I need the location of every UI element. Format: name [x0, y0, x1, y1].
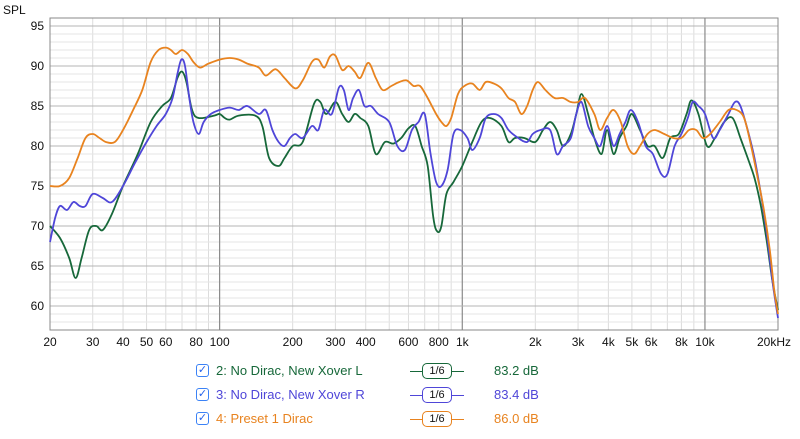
x-tick-label: 20: [43, 335, 57, 349]
legend-row-3: ✓ 3: No Dirac, New Xover R 1/6 83.4 dB: [196, 386, 616, 410]
x-tick-label: 6k: [645, 335, 659, 349]
x-tick-label: 50: [140, 335, 154, 349]
y-tick-label: 70: [31, 219, 45, 233]
legend: ✓ 2: No Dirac, New Xover L 1/6 83.2 dB ✓…: [196, 362, 616, 434]
series-2-level: 83.2 dB: [494, 363, 539, 378]
series-4-smoothing-label: 1/6: [422, 411, 452, 427]
x-tick-label: 40: [116, 335, 130, 349]
x-tick-label: 200: [283, 335, 303, 349]
x-tick-label: 5k: [626, 335, 640, 349]
x-tick-label: 100: [210, 335, 230, 349]
legend-row-2: ✓ 2: No Dirac, New Xover L 1/6 83.2 dB: [196, 362, 616, 386]
plot-area: [49, 17, 779, 331]
x-tick-label: 10k: [695, 335, 715, 349]
x-tick-label: 8k: [675, 335, 689, 349]
y-tick-label: 90: [31, 59, 45, 73]
series-line-3: [49, 58, 779, 319]
y-tick-label: 80: [31, 139, 45, 153]
x-tick-label: 80: [189, 335, 203, 349]
y-tick-label: 95: [31, 19, 45, 33]
series-2-checkbox[interactable]: ✓: [196, 364, 209, 377]
y-tick-label: 65: [31, 259, 45, 273]
x-tick-label: 2k: [529, 335, 543, 349]
x-tick-label: 800: [429, 335, 449, 349]
series-3-checkbox[interactable]: ✓: [196, 388, 209, 401]
series-2-smoothing-label: 1/6: [422, 363, 452, 379]
x-tick-label: 1k: [456, 335, 470, 349]
x-tick-label: 400: [356, 335, 376, 349]
x-tick-label: 4k: [602, 335, 616, 349]
series-line-4: [49, 46, 779, 315]
x-tick-label: 600: [398, 335, 418, 349]
x-tick-label: 300: [325, 335, 345, 349]
x-tick-label: 3k: [572, 335, 586, 349]
series-3-smoothing-control[interactable]: 1/6: [410, 386, 464, 406]
series-4-name: 4: Preset 1 Dirac: [216, 411, 313, 426]
series-3-level: 83.4 dB: [494, 387, 539, 402]
spl-chart: SPL 60 65 70 75 80 85 90 95 20 30 40 50 60 80 100 200 3…: [3, 3, 791, 349]
series-4-checkbox[interactable]: ✓: [196, 412, 209, 425]
series-2-name: 2: No Dirac, New Xover L: [216, 363, 363, 378]
series-3-name: 3: No Dirac, New Xover R: [216, 387, 365, 402]
series-2-smoothing-control[interactable]: 1/6: [410, 362, 464, 382]
y-tick-label: 85: [31, 99, 45, 113]
series-4-level: 86.0 dB: [494, 411, 539, 426]
series-4-smoothing-control[interactable]: 1/6: [410, 410, 464, 430]
x-tick-label: 30: [86, 335, 100, 349]
x-tick-label: 60: [159, 335, 173, 349]
legend-row-4: ✓ 4: Preset 1 Dirac 1/6 86.0 dB: [196, 410, 616, 434]
series-3-smoothing-label: 1/6: [422, 387, 452, 403]
x-tick-label: 20kHz: [757, 335, 791, 349]
y-tick-label: 75: [31, 179, 45, 193]
y-axis-label: SPL: [3, 3, 26, 17]
y-tick-label: 60: [31, 299, 45, 313]
